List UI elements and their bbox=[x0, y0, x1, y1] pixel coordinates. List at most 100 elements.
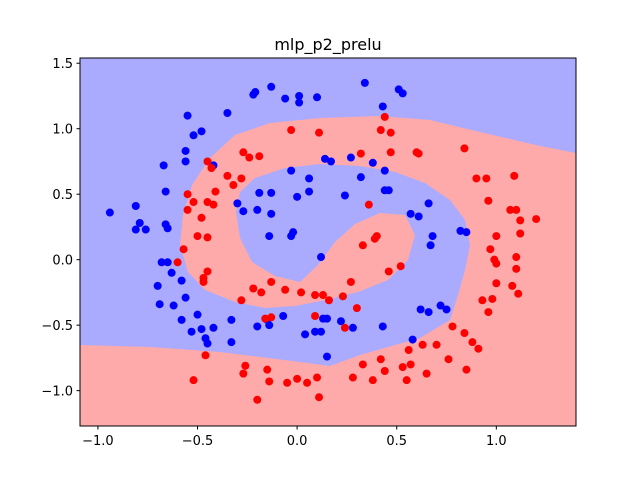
point bbox=[155, 300, 164, 309]
point bbox=[346, 277, 355, 286]
red-region bbox=[80, 116, 576, 426]
point bbox=[426, 241, 435, 250]
point bbox=[378, 322, 387, 331]
point bbox=[386, 128, 395, 137]
point bbox=[267, 82, 276, 91]
point bbox=[315, 128, 324, 137]
point bbox=[313, 93, 322, 102]
point bbox=[376, 126, 385, 135]
point bbox=[424, 308, 433, 317]
point bbox=[203, 157, 212, 166]
point bbox=[506, 205, 515, 214]
chart-title: mlp_p2_prelu bbox=[274, 35, 381, 55]
point bbox=[340, 323, 349, 332]
point bbox=[197, 127, 206, 136]
point bbox=[315, 393, 324, 402]
point bbox=[488, 294, 497, 303]
decision-regions bbox=[80, 58, 576, 426]
point bbox=[203, 233, 212, 242]
point bbox=[428, 232, 437, 241]
point bbox=[378, 102, 387, 111]
point bbox=[253, 395, 262, 404]
point bbox=[211, 187, 220, 196]
point bbox=[346, 153, 355, 162]
x-tick-label: 1.0 bbox=[486, 434, 507, 449]
point bbox=[311, 327, 320, 336]
point bbox=[141, 225, 150, 234]
y-tick-label: 1.5 bbox=[52, 57, 73, 72]
point bbox=[386, 148, 395, 157]
point bbox=[267, 188, 276, 197]
point bbox=[462, 228, 471, 237]
point bbox=[131, 201, 140, 210]
point bbox=[295, 91, 304, 100]
point bbox=[305, 174, 314, 183]
point bbox=[516, 229, 525, 238]
point bbox=[478, 296, 487, 305]
point bbox=[484, 196, 493, 205]
point bbox=[187, 327, 196, 336]
point bbox=[181, 146, 190, 155]
point bbox=[203, 339, 212, 348]
point bbox=[356, 173, 365, 182]
point bbox=[512, 205, 521, 214]
point bbox=[448, 322, 457, 331]
point bbox=[364, 200, 373, 209]
point bbox=[510, 171, 519, 180]
point bbox=[295, 98, 304, 107]
point bbox=[209, 323, 218, 332]
x-tick-label: 0.5 bbox=[386, 434, 407, 449]
point bbox=[249, 90, 258, 99]
y-tick-label: 1.0 bbox=[52, 123, 73, 138]
point bbox=[265, 232, 274, 241]
point bbox=[173, 258, 182, 267]
point bbox=[311, 311, 320, 320]
y-tick-label: 0.0 bbox=[52, 254, 73, 269]
point bbox=[321, 154, 330, 163]
point bbox=[414, 212, 423, 221]
point bbox=[293, 374, 302, 383]
point bbox=[508, 281, 517, 290]
point bbox=[223, 171, 232, 180]
point bbox=[181, 157, 190, 166]
point bbox=[512, 253, 521, 262]
point bbox=[245, 153, 254, 162]
point bbox=[338, 292, 347, 301]
point bbox=[249, 284, 258, 293]
point bbox=[323, 314, 332, 323]
point bbox=[326, 157, 335, 166]
point bbox=[255, 152, 264, 161]
x-tick-label: −1.0 bbox=[82, 434, 114, 449]
point bbox=[352, 304, 361, 313]
point bbox=[376, 355, 385, 364]
axes-frame bbox=[79, 57, 577, 427]
point bbox=[253, 205, 262, 214]
point bbox=[324, 296, 333, 305]
point bbox=[396, 262, 405, 271]
point bbox=[287, 166, 296, 175]
y-tick-label: −0.5 bbox=[41, 319, 73, 334]
point bbox=[460, 329, 469, 338]
point bbox=[293, 192, 302, 201]
y-tick-label: −1.0 bbox=[41, 385, 73, 400]
point bbox=[404, 346, 413, 355]
point bbox=[239, 207, 248, 216]
point bbox=[297, 288, 306, 297]
point bbox=[462, 365, 471, 374]
point bbox=[436, 301, 445, 310]
point bbox=[183, 111, 192, 120]
point bbox=[237, 174, 246, 183]
point bbox=[319, 291, 328, 300]
point bbox=[253, 322, 262, 331]
point bbox=[189, 198, 198, 207]
point bbox=[227, 315, 236, 324]
point bbox=[408, 335, 417, 344]
point bbox=[265, 321, 274, 330]
point bbox=[414, 149, 423, 158]
point bbox=[468, 338, 477, 347]
point bbox=[514, 289, 523, 298]
point bbox=[267, 313, 276, 322]
y-tick-label: 0.5 bbox=[52, 188, 73, 203]
x-tick-label: −0.5 bbox=[182, 434, 214, 449]
point bbox=[289, 228, 298, 237]
